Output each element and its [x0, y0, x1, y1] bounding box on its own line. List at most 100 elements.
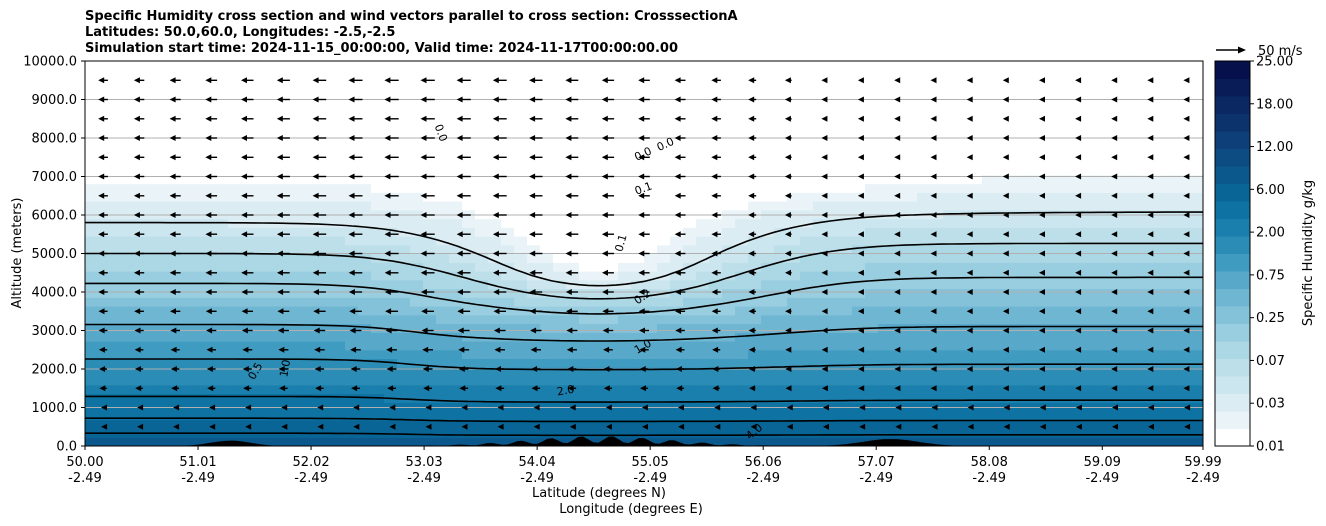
- humidity-cell: [488, 297, 502, 307]
- humidity-cell: [488, 411, 502, 421]
- humidity-cell: [124, 244, 138, 255]
- humidity-cell: [475, 279, 489, 290]
- humidity-cell: [462, 244, 476, 255]
- humidity-cell: [1125, 69, 1139, 80]
- humidity-cell: [228, 271, 242, 281]
- humidity-cell: [1047, 131, 1061, 141]
- humidity-cell: [501, 122, 515, 132]
- humidity-cell: [111, 192, 125, 202]
- humidity-cell: [1021, 166, 1035, 176]
- humidity-cell: [1060, 419, 1074, 430]
- humidity-cell: [423, 367, 437, 377]
- humidity-cell: [1021, 341, 1035, 351]
- humidity-cell: [124, 323, 138, 333]
- wind-vector: [857, 77, 864, 84]
- humidity-cell: [631, 419, 645, 430]
- humidity-cell: [982, 349, 996, 360]
- humidity-cell: [293, 201, 307, 211]
- humidity-cell: [839, 253, 853, 263]
- wind-vector: [894, 289, 901, 295]
- humidity-cell: [969, 358, 983, 368]
- humidity-cell: [124, 288, 138, 298]
- humidity-cell: [98, 104, 112, 115]
- humidity-cell: [462, 341, 476, 351]
- humidity-cell: [1099, 332, 1113, 342]
- colorbar-swatch: [1215, 218, 1250, 237]
- humidity-cell: [475, 323, 489, 333]
- humidity-cell: [540, 174, 554, 185]
- humidity-cell: [644, 183, 658, 193]
- humidity-cell: [410, 157, 424, 167]
- humidity-cell: [1125, 139, 1139, 150]
- humidity-cell: [319, 271, 333, 281]
- humidity-cell: [176, 78, 190, 88]
- humidity-cell: [540, 393, 554, 403]
- wind-key-label: 50 m/s: [1258, 44, 1303, 59]
- humidity-cell: [1021, 349, 1035, 360]
- humidity-cell: [1073, 271, 1087, 281]
- wind-vector: [493, 269, 507, 276]
- wind-vector: [711, 212, 721, 218]
- humidity-cell: [371, 183, 385, 193]
- wind-vector: [748, 327, 756, 334]
- humidity-cell: [176, 209, 190, 220]
- wind-vector: [821, 212, 828, 218]
- humidity-cell: [813, 341, 827, 351]
- humidity-cell: [696, 61, 710, 71]
- humidity-cell: [904, 148, 918, 158]
- humidity-cell: [85, 183, 99, 193]
- wind-vector: [1039, 212, 1045, 218]
- humidity-cell: [1021, 437, 1035, 446]
- humidity-cell: [995, 314, 1009, 325]
- humidity-cell: [98, 61, 112, 71]
- humidity-cell: [1112, 157, 1126, 167]
- humidity-cell: [1047, 358, 1061, 368]
- humidity-cell: [163, 384, 177, 395]
- humidity-cell: [735, 69, 749, 80]
- humidity-cell: [449, 323, 463, 333]
- wind-vector: [786, 404, 793, 411]
- humidity-cell: [241, 166, 255, 176]
- humidity-cell: [111, 148, 125, 158]
- humidity-cell: [904, 139, 918, 150]
- wind-vector: [1039, 250, 1045, 257]
- humidity-cell: [787, 384, 801, 395]
- humidity-cell: [787, 367, 801, 377]
- humidity-cell: [891, 236, 905, 246]
- humidity-cell: [1112, 113, 1126, 123]
- wind-vector: [857, 212, 864, 218]
- humidity-cell: [618, 201, 632, 211]
- humidity-cell: [488, 96, 502, 106]
- humidity-cell: [267, 384, 281, 395]
- humidity-cell: [358, 113, 372, 123]
- humidity-cell: [527, 279, 541, 290]
- humidity-cell: [865, 288, 879, 298]
- humidity-cell: [514, 78, 528, 88]
- humidity-cell: [1125, 341, 1139, 351]
- humidity-cell: [397, 131, 411, 141]
- y-tick-label: 5000.0: [32, 247, 78, 262]
- humidity-cell: [124, 131, 138, 141]
- humidity-cell: [254, 192, 268, 202]
- humidity-cell: [696, 306, 710, 316]
- humidity-cell: [371, 122, 385, 132]
- humidity-cell: [488, 139, 502, 150]
- humidity-cell: [1151, 218, 1165, 228]
- colorbar-swatch: [1215, 183, 1250, 202]
- humidity-cell: [254, 349, 268, 360]
- humidity-cell: [1008, 218, 1022, 228]
- humidity-cell: [683, 201, 697, 211]
- wind-vector: [169, 135, 181, 141]
- humidity-cell: [488, 69, 502, 80]
- humidity-cell: [722, 174, 736, 185]
- humidity-cell: [436, 306, 450, 316]
- humidity-cell: [566, 148, 580, 158]
- humidity-cell: [150, 209, 164, 220]
- humidity-cell: [761, 314, 775, 325]
- humidity-cell: [189, 341, 203, 351]
- humidity-cell: [488, 227, 502, 237]
- humidity-cell: [826, 262, 840, 272]
- humidity-cell: [566, 411, 580, 421]
- wind-vector: [1002, 327, 1009, 334]
- humidity-cell: [1164, 428, 1178, 438]
